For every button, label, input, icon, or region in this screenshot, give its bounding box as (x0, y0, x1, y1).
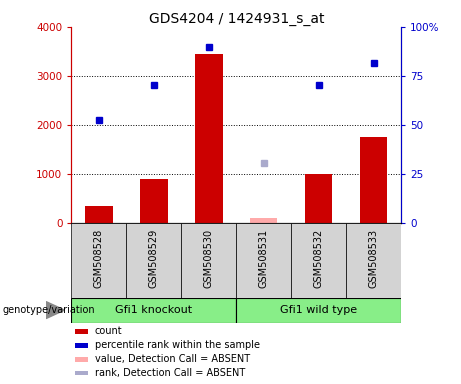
Bar (75, 357, 88, 361)
Text: genotype/variation: genotype/variation (2, 305, 95, 315)
Text: Gfi1 wild type: Gfi1 wild type (280, 305, 357, 315)
Text: count: count (95, 326, 122, 336)
Text: GSM508533: GSM508533 (369, 229, 378, 288)
Bar (126, 223, 181, 298)
Polygon shape (46, 302, 65, 319)
Text: GSM508529: GSM508529 (149, 229, 159, 288)
Bar (195, 54, 223, 223)
Text: GSM508528: GSM508528 (94, 229, 104, 288)
Bar (346, 223, 401, 298)
Bar (236, 298, 401, 323)
Bar (236, 223, 291, 298)
Text: percentile rank within the sample: percentile rank within the sample (95, 340, 260, 350)
Bar (305, 174, 332, 223)
Bar (71, 223, 126, 298)
Bar (75, 343, 88, 348)
Text: Gfi1 knockout: Gfi1 knockout (115, 305, 192, 315)
Bar (291, 223, 346, 298)
Bar (71, 298, 236, 323)
Bar (250, 218, 278, 223)
Bar (75, 371, 88, 376)
Bar (75, 329, 88, 334)
Bar (181, 223, 236, 298)
Text: rank, Detection Call = ABSENT: rank, Detection Call = ABSENT (95, 368, 245, 378)
Text: GSM508530: GSM508530 (204, 229, 214, 288)
Title: GDS4204 / 1424931_s_at: GDS4204 / 1424931_s_at (148, 12, 324, 26)
Bar (85, 205, 112, 223)
Text: GSM508531: GSM508531 (259, 229, 269, 288)
Text: value, Detection Call = ABSENT: value, Detection Call = ABSENT (95, 354, 250, 364)
Text: GSM508532: GSM508532 (313, 229, 324, 288)
Bar (360, 137, 387, 223)
Bar (140, 179, 168, 223)
